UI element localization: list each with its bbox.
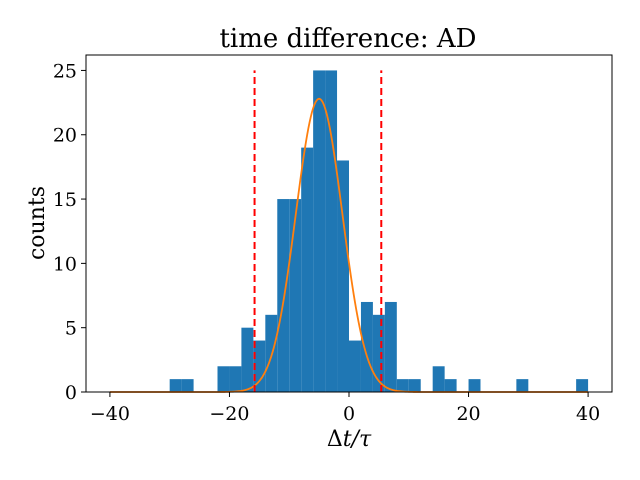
histogram-bar (396, 379, 409, 392)
x-tick-label: 0 (343, 403, 355, 425)
histogram-bar (432, 366, 445, 392)
x-tick-label: 40 (576, 403, 600, 425)
histogram-bar (253, 340, 266, 392)
threshold-lines (253, 70, 383, 392)
y-axis-label: counts (25, 186, 50, 260)
histogram-bar (313, 70, 326, 392)
y-tick-label: 15 (53, 189, 77, 211)
histogram-bar (325, 70, 338, 392)
histogram-bar (277, 199, 290, 392)
histogram-bar (372, 314, 385, 392)
y-tick-label: 5 (65, 318, 77, 340)
histogram-bar (468, 379, 481, 392)
histogram-bar (241, 327, 254, 392)
histogram-bar (576, 379, 589, 392)
histogram-bar (217, 366, 230, 392)
x-axis-label: Δt/τ (327, 427, 372, 452)
histogram-bar (408, 379, 421, 392)
histogram-bar (289, 199, 302, 392)
histogram-bar (360, 301, 373, 392)
histogram-bars (169, 70, 589, 392)
x-tick-label: −40 (90, 403, 130, 425)
y-tick-label: 0 (65, 382, 77, 404)
y-axis-ticks: 0 5 10 15 20 25 (53, 60, 86, 404)
x-tick-label: −20 (209, 403, 249, 425)
histogram-bar (169, 379, 182, 392)
histogram-bar (349, 340, 361, 392)
histogram-bar (229, 366, 242, 392)
histogram-bar (384, 301, 397, 392)
histogram-bar (444, 379, 457, 392)
y-tick-label: 25 (53, 60, 77, 82)
histogram-bar (301, 147, 314, 392)
histogram-bar (516, 379, 529, 392)
histogram-bar (181, 379, 194, 392)
histogram-bar (337, 160, 349, 392)
y-tick-label: 10 (53, 253, 77, 275)
chart-title: time difference: AD (219, 24, 476, 54)
x-axis-ticks: −40 −20 0 20 40 (90, 392, 600, 425)
x-tick-label: 20 (456, 403, 480, 425)
y-tick-label: 20 (53, 125, 77, 147)
